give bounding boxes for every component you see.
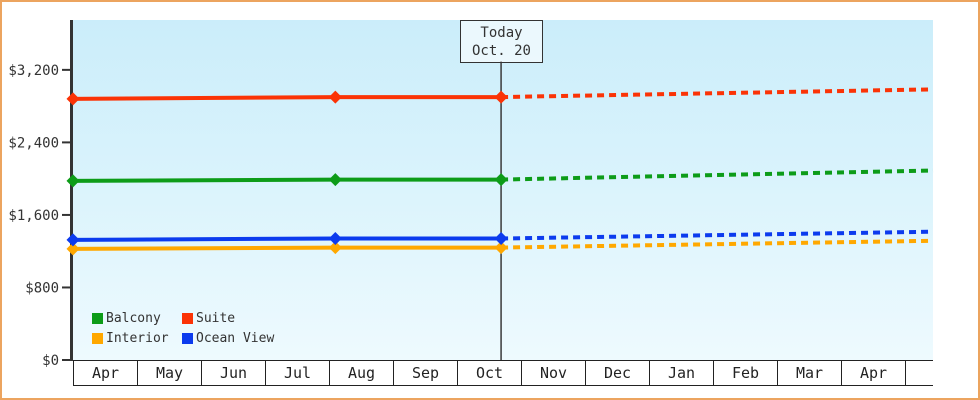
legend: Balcony Suite Interior Ocean View: [92, 311, 274, 346]
x-axis-month-label: Nov: [539, 364, 568, 382]
today-label: Today: [480, 24, 523, 41]
data-point-marker: [328, 90, 342, 104]
x-axis-month-cell: Aug: [330, 361, 394, 385]
x-axis-month-label: Sep: [411, 364, 440, 382]
y-axis-tick-label: $1,600: [8, 208, 59, 224]
balcony-legend-label: Balcony: [106, 311, 161, 326]
legend-item-suite: Suite: [182, 311, 274, 326]
data-point-marker: [66, 92, 80, 106]
series-line-interior: [72, 245, 502, 251]
suite-legend-swatch: [182, 313, 193, 324]
data-point-marker: [66, 174, 80, 188]
data-point-marker: [328, 173, 342, 187]
today-date-label: Oct. 20: [471, 42, 531, 59]
x-axis-month-row: Apr May Jun Jul Aug Sep Oct Nov Dec Jan Feb Mar Apr: [73, 360, 933, 386]
data-point-marker: [66, 233, 80, 247]
x-axis-month-cell: Jan: [650, 361, 714, 385]
data-point-marker: [494, 173, 508, 187]
x-axis-month-label: Jan: [667, 364, 696, 382]
series-forecast-interior: [501, 238, 934, 250]
x-axis-month-cell: Nov: [522, 361, 586, 385]
balcony-legend-swatch: [92, 313, 103, 324]
y-axis-tick-label: $800: [25, 280, 59, 296]
ocean-view-legend-swatch: [182, 333, 193, 344]
legend-item-ocean-view: Ocean View: [182, 331, 274, 346]
y-axis-tick-label: $2,400: [8, 135, 59, 151]
x-axis-month-cell: Jul: [266, 361, 330, 385]
series-forecast-suite: [501, 87, 934, 100]
data-point-marker: [494, 241, 508, 255]
ocean-view-legend-label: Ocean View: [196, 331, 275, 346]
x-axis-month-cell: Apr: [74, 361, 138, 385]
x-axis-month-cell: Mar: [778, 361, 842, 385]
today-annotation: Today Oct. 20: [460, 20, 543, 63]
x-axis-month-label: Jun: [219, 364, 248, 382]
data-point-marker: [494, 232, 508, 246]
x-axis-month-cell: Sep: [394, 361, 458, 385]
series-line-suite: [72, 95, 502, 101]
x-axis-month-label: Apr: [91, 364, 120, 382]
x-axis-month-label: Jul: [283, 364, 312, 382]
x-axis-month-cell: Oct: [458, 361, 522, 385]
interior-legend-swatch: [92, 333, 103, 344]
interior-legend-label: Interior: [106, 331, 169, 346]
x-axis-month-cell: Apr: [842, 361, 906, 385]
legend-item-balcony: Balcony: [92, 311, 182, 326]
x-axis-month-cell: May: [138, 361, 202, 385]
data-point-marker: [328, 241, 342, 255]
data-point-marker: [328, 232, 342, 246]
x-axis-month-label: Apr: [859, 364, 888, 382]
x-axis-month-label: Oct: [475, 364, 504, 382]
x-axis-month-label: Mar: [795, 364, 824, 382]
y-axis-tick-label: $3,200: [8, 63, 59, 79]
x-axis-month-cell: Jun: [202, 361, 266, 385]
series-forecast-balcony: [501, 168, 934, 182]
x-axis-empty-cell: [906, 361, 933, 385]
x-axis-month-label: Aug: [347, 364, 376, 382]
x-axis-month-label: Feb: [731, 364, 760, 382]
suite-legend-label: Suite: [196, 311, 236, 326]
x-axis-month-label: Dec: [603, 364, 632, 382]
series-line-ocean-view: [72, 236, 502, 242]
x-axis-month-cell: Feb: [714, 361, 778, 385]
legend-item-interior: Interior: [92, 331, 182, 346]
x-axis-month-label: May: [155, 364, 184, 382]
series-forecast-ocean-view: [501, 229, 934, 241]
data-point-marker: [494, 90, 508, 104]
plot-background: [73, 20, 933, 360]
y-axis-tick-label: $0: [42, 353, 59, 369]
x-axis-month-cell: Dec: [586, 361, 650, 385]
series-line-balcony: [72, 177, 502, 183]
data-point-marker: [66, 242, 80, 256]
